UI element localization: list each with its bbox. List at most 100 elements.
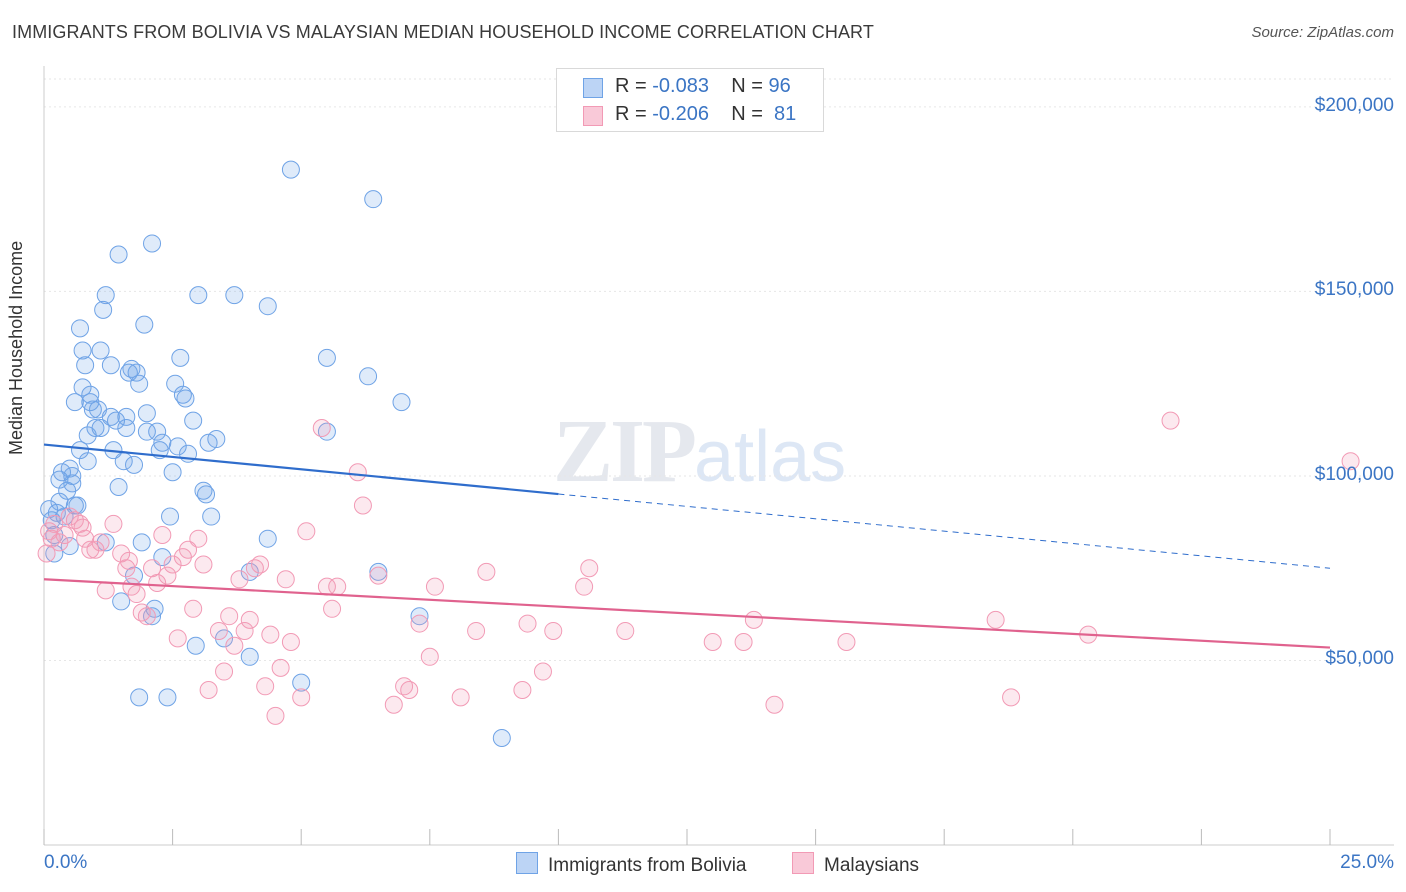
malaysians-point — [209, 621, 228, 640]
bolivia-point — [71, 319, 90, 338]
bolivia-point — [130, 688, 149, 707]
malaysians-point — [137, 607, 156, 626]
malaysians-point — [251, 555, 270, 574]
bolivia-trend-line — [43, 443, 559, 496]
malaysians-point — [65, 511, 84, 530]
bolivia-point — [63, 474, 82, 493]
bolivia-trend-line-dashed — [558, 493, 1331, 569]
malaysians-point — [518, 614, 537, 633]
bolivia-point — [163, 463, 182, 482]
bolivia-point — [359, 367, 378, 386]
malaysians-point — [734, 633, 753, 652]
malaysians-point — [575, 577, 594, 596]
bolivia-point — [225, 286, 244, 305]
bolivia-point — [186, 636, 205, 655]
malaysians-point — [261, 625, 280, 644]
malaysians-point — [369, 566, 388, 585]
bolivia-point — [137, 422, 156, 441]
malaysians-point — [420, 647, 439, 666]
bolivia-point — [55, 507, 74, 526]
legend-n-label: N = — [731, 75, 763, 97]
malaysians-point — [297, 522, 316, 541]
bolivia-point — [364, 190, 383, 209]
malaysians-point — [215, 662, 234, 681]
legend-label-malaysians: Malaysians — [824, 855, 920, 876]
bolivia-point — [112, 592, 131, 611]
malaysians-point — [266, 706, 285, 725]
bolivia-point — [125, 455, 144, 474]
bolivia-point — [148, 422, 167, 441]
malaysians-point — [240, 610, 259, 629]
malaysians-point — [323, 599, 342, 618]
malaysians-point — [163, 555, 182, 574]
bolivia-point — [281, 160, 300, 179]
bolivia-point — [410, 607, 429, 626]
malaysians-point — [73, 518, 92, 537]
malaysians-point — [104, 514, 123, 533]
malaysians-point — [451, 688, 470, 707]
y-axis-label: Median Household Income — [6, 240, 26, 455]
bolivia-point — [158, 688, 177, 707]
bolivia-point — [143, 607, 162, 626]
legend-n-value: 96 — [768, 75, 791, 97]
malaysians-point — [348, 463, 367, 482]
malaysians-point — [148, 573, 167, 592]
legend-r-value: -0.083 — [652, 75, 709, 97]
bolivia-point — [60, 459, 79, 478]
watermark: ZIPatlas — [553, 400, 846, 503]
malaysians-point — [271, 658, 290, 677]
malaysians-point — [837, 633, 856, 652]
bolivia-point — [161, 507, 180, 526]
bolivia-point — [73, 378, 92, 397]
bolivia-point — [292, 673, 311, 692]
bolivia-point — [60, 537, 79, 556]
malaysians-point — [986, 610, 1005, 629]
malaysians-point — [179, 540, 198, 559]
chart-title: IMMIGRANTS FROM BOLIVIA VS MALAYSIAN MED… — [12, 22, 874, 42]
malaysians-point — [91, 533, 110, 552]
y-tick-label: $50,000 — [1325, 648, 1394, 670]
malaysians-point — [168, 629, 187, 648]
bolivia-point — [73, 341, 92, 360]
bolivia-point — [86, 418, 105, 437]
malaysians-point — [384, 695, 403, 714]
legend-label-bolivia: Immigrants from Bolivia — [548, 855, 747, 876]
bottom-legend-bolivia: Immigrants from Bolivia — [516, 852, 747, 877]
malaysians-point — [544, 621, 563, 640]
malaysians-point — [194, 555, 213, 574]
malaysians-point — [81, 540, 100, 559]
malaysians-point — [256, 677, 275, 696]
malaysians-point — [312, 418, 331, 437]
legend-swatch-blue — [516, 852, 538, 874]
bolivia-point — [392, 393, 411, 412]
watermark-zip: ZIP — [553, 402, 697, 501]
malaysians-point — [616, 621, 635, 640]
bolivia-point — [91, 418, 110, 437]
bolivia-point — [153, 548, 172, 567]
malaysians-point — [76, 529, 95, 548]
legend-r-value: -0.206 — [652, 103, 709, 125]
malaysians-point — [292, 688, 311, 707]
malaysians-point — [1161, 411, 1180, 430]
malaysians-trend-line — [43, 578, 1331, 649]
legend-n-value: 81 — [774, 103, 797, 125]
malaysians-point — [132, 603, 151, 622]
bolivia-point — [101, 407, 120, 426]
bolivia-point — [101, 356, 120, 375]
bolivia-point — [240, 562, 259, 581]
bolivia-point — [132, 533, 151, 552]
bolivia-point — [137, 404, 156, 423]
bolivia-point — [117, 407, 136, 426]
bolivia-point — [168, 437, 187, 456]
bolivia-point — [317, 348, 336, 367]
malaysians-point — [119, 551, 138, 570]
malaysians-point — [235, 621, 254, 640]
malaysians-point — [276, 570, 295, 589]
malaysians-point — [158, 566, 177, 585]
legend-text-malaysians: R = -0.206 N = 81 — [615, 103, 796, 126]
bolivia-point — [184, 411, 203, 430]
malaysians-point — [189, 529, 208, 548]
malaysians-point — [117, 559, 136, 578]
bolivia-point — [176, 389, 195, 408]
